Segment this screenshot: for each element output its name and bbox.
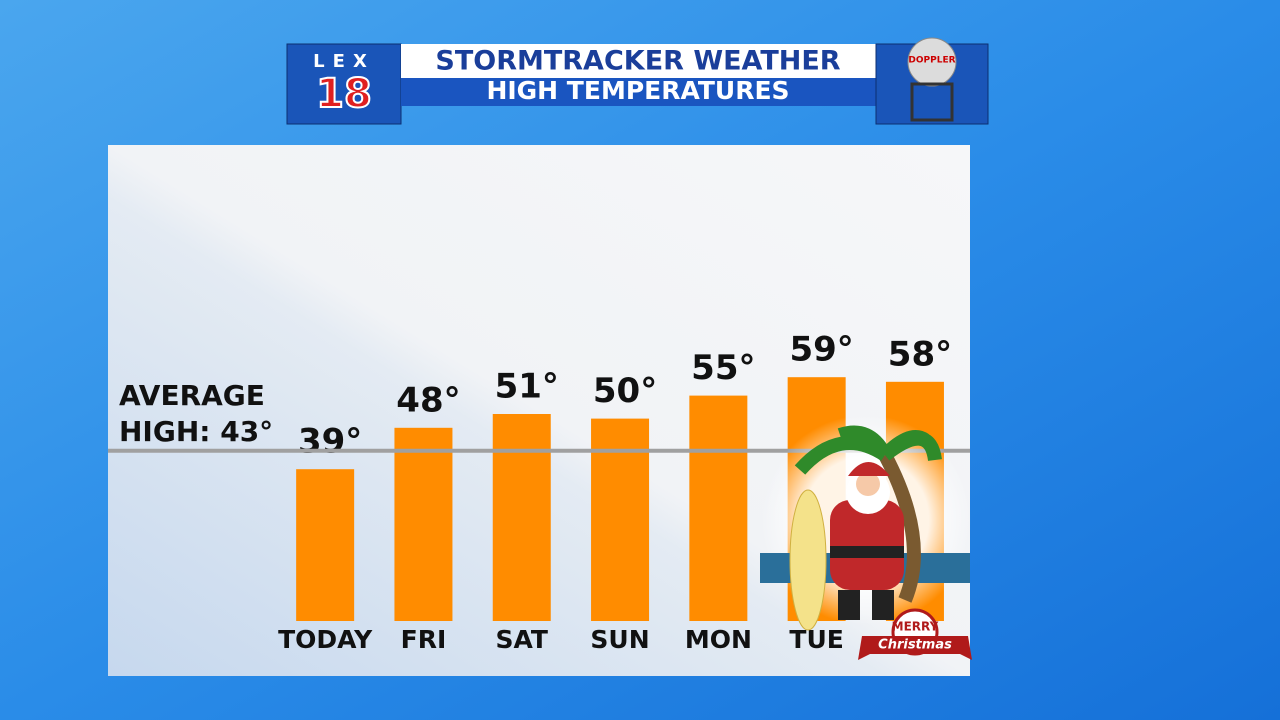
average-label: HIGH: 43° [119,415,273,448]
x-tick-label: TUE [789,625,843,654]
subtitle-band [401,78,876,106]
bar [492,414,551,621]
badge-ribbon [858,636,972,660]
x-tick-label: TODAY [278,625,373,654]
value-label: 58° [888,334,952,374]
santa-illustration [760,415,971,631]
face [856,472,880,496]
radar-dome [907,37,957,87]
x-tick-label: SAT [496,625,548,654]
value-label: 59° [789,330,853,370]
logo-number: 18 [316,71,372,117]
badge-text: MERRY [892,620,939,634]
bar [394,427,453,621]
boot [872,590,894,620]
tower-label: DOPPLER [908,56,955,66]
value-label: 55° [691,348,755,388]
average-label: AVERAGE [119,379,265,412]
value-label: 51° [495,367,559,407]
badge-text: Christmas [878,638,952,653]
logo-box [286,43,402,125]
santa-body [830,500,904,590]
x-tick-label: MON [685,625,752,654]
belt [830,546,904,558]
title: STORMTRACKER WEATHER [435,46,840,77]
bar [296,469,355,621]
boot [838,590,860,620]
hat [848,462,890,476]
logo-text: LEX [313,51,375,72]
x-tick-label: FRI [401,625,447,654]
value-label: 39° [298,422,362,462]
bar [689,395,748,621]
subtitle: HIGH TEMPERATURES [486,76,789,105]
value-label: 48° [396,380,460,420]
surfboard [789,489,827,631]
x-tick-label: SUN [590,625,649,654]
title-band [401,44,876,78]
palm-leaves [794,425,942,475]
tower [910,82,954,122]
christmas-badge: MERRY Christmas [858,608,972,660]
value-label: 50° [593,371,657,411]
palm-trunk [878,451,921,603]
